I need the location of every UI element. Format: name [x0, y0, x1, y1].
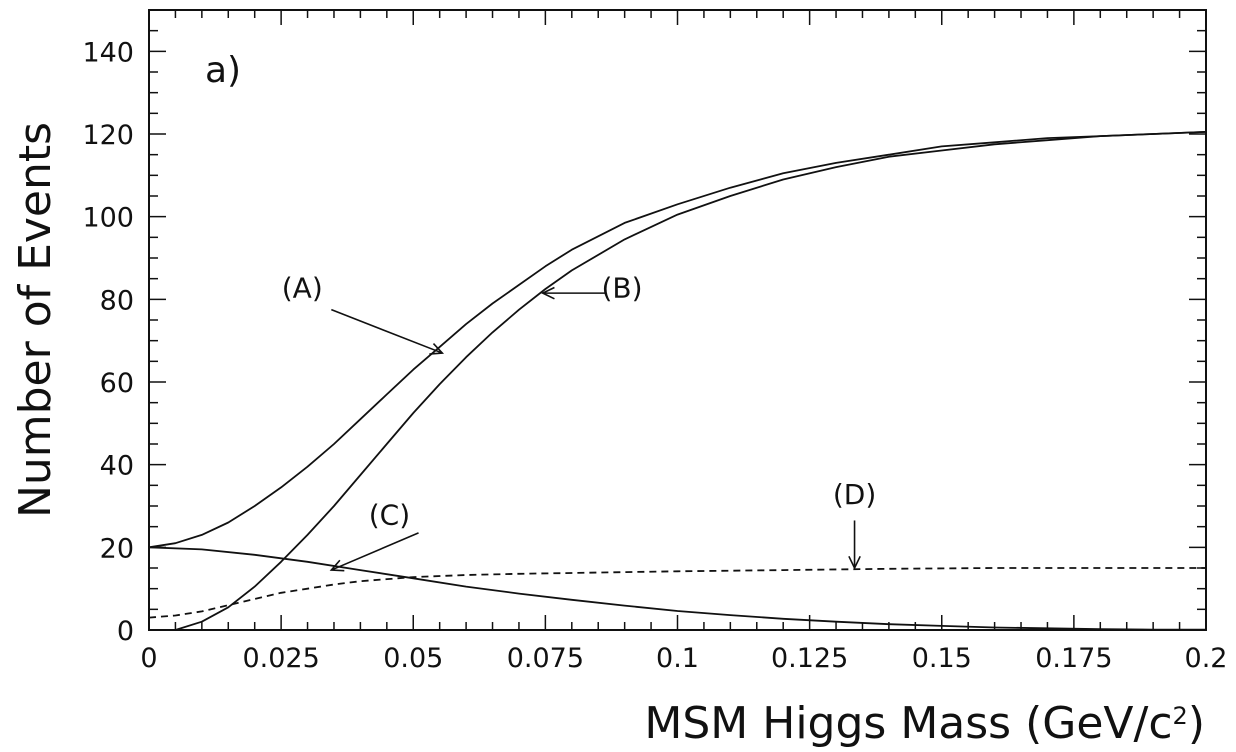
x-tick-label: 0.025 [242, 643, 319, 674]
annotation-label-c: (C) [369, 499, 410, 532]
y-tick-label: 80 [100, 285, 134, 316]
series-lines [148, 131, 1207, 631]
annotation-arrow-a [331, 308, 443, 354]
series-line-d [148, 567, 1206, 619]
x-axis-title-main: MSM Higgs Mass (GeV/c [644, 698, 1172, 749]
y-tick-label: 140 [82, 37, 134, 68]
y-tick-label: 20 [100, 533, 134, 564]
y-tick-label: 0 [117, 616, 134, 647]
y-tick-label: 120 [82, 120, 134, 151]
y-tick-label: 100 [82, 203, 134, 234]
x-tick-label: 0.15 [912, 643, 972, 674]
x-axis-title-sup: 2 [1173, 702, 1188, 730]
x-tick-label: 0 [140, 643, 157, 674]
axis-ticks [148, 9, 1207, 631]
series-line-a [148, 131, 1207, 549]
plot-frame [148, 9, 1207, 631]
y-axis-title: Number of Events [10, 122, 61, 518]
y-tick-label: 60 [100, 368, 134, 399]
annotation-arrowhead-d [848, 555, 861, 570]
annotation-label-d: (D) [833, 478, 876, 511]
annotation-arrowhead-a [429, 342, 445, 355]
annotation-arrowhead-c [329, 559, 345, 572]
x-tick-label: 0.125 [771, 643, 848, 674]
x-axis-title-close: ) [1188, 698, 1205, 749]
x-tick-label: 0.175 [1035, 643, 1112, 674]
y-tick-label: 40 [100, 451, 134, 482]
x-tick-label: 0.05 [383, 643, 443, 674]
series-line-c [148, 546, 1206, 631]
series-line-b [175, 131, 1207, 631]
annotations: (A) (B) (C) (D) [282, 271, 876, 572]
x-tick-label: 0.075 [507, 643, 584, 674]
annotation-label-a: (A) [282, 271, 323, 304]
annotation-label-b: (B) [601, 271, 642, 304]
x-tick-labels: 0 0.025 0.05 0.075 0.1 0.125 0.15 0.175 0.2 [140, 643, 1227, 674]
x-axis-title: MSM Higgs Mass (GeV/c2) [644, 698, 1205, 749]
annotation-arrow-c [331, 532, 419, 571]
x-tick-label: 0.2 [1185, 643, 1228, 674]
panel-label: a) [205, 50, 241, 91]
x-tick-label: 0.1 [656, 643, 699, 674]
annotation-arrowhead-b [540, 286, 555, 300]
y-tick-labels: 0 20 40 60 80 100 120 140 [82, 37, 134, 647]
